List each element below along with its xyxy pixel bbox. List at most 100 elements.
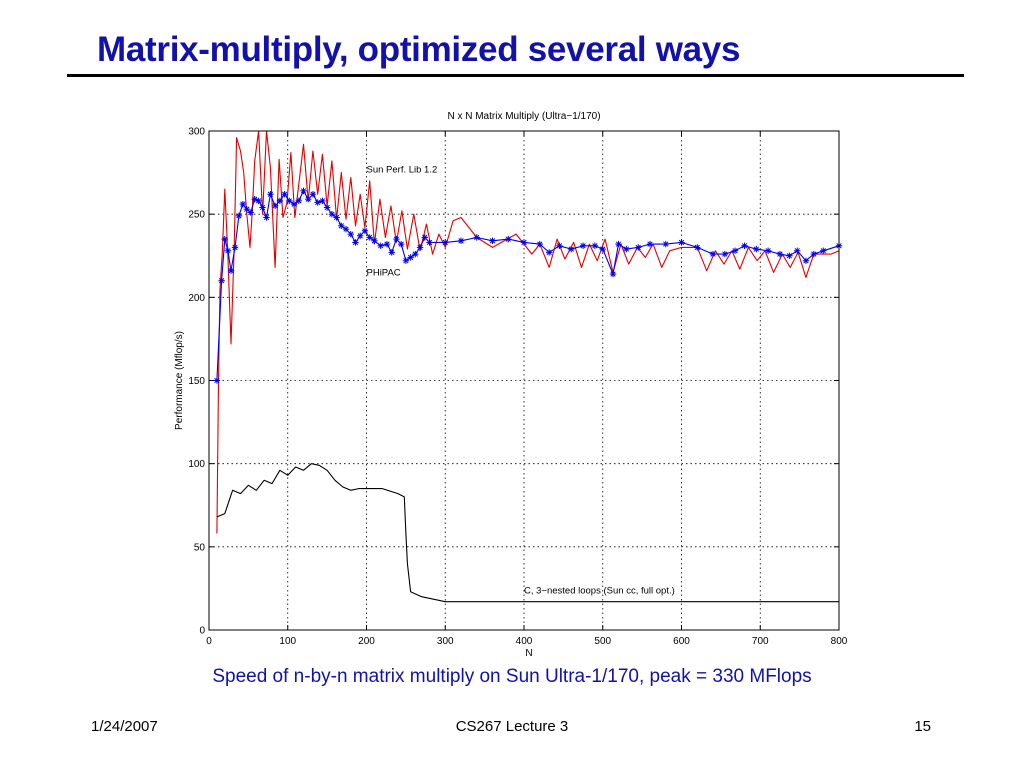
phipac-marker <box>221 235 228 243</box>
phipac-marker <box>421 234 428 241</box>
phipac-marker <box>416 244 424 251</box>
phipac-marker <box>615 240 622 248</box>
phipac-marker <box>347 230 354 238</box>
phipac-marker <box>426 239 433 246</box>
x-tick-label: 400 <box>516 636 533 647</box>
slide-title: Matrix-multiply, optimized several ways <box>97 30 741 69</box>
x-tick-label: 600 <box>673 636 690 647</box>
phipac-marker <box>357 232 364 239</box>
y-tick-label: 250 <box>188 210 205 221</box>
phipac-marker <box>314 199 321 206</box>
phipac-marker <box>213 377 221 384</box>
phipac-marker <box>786 252 793 259</box>
phipac-marker <box>489 237 496 244</box>
phipac-marker <box>623 245 630 253</box>
phipac-marker <box>393 235 400 243</box>
phipac-marker <box>721 250 729 258</box>
phipac-marker <box>442 239 449 246</box>
phipac-marker <box>731 247 739 254</box>
series-markers <box>213 187 843 384</box>
x-tick-label: 800 <box>831 636 848 647</box>
phipac-marker <box>599 245 606 253</box>
performance-chart: 0 100 200 300 400 500 600 700 800 0 50 100 150 200 250… <box>174 111 848 659</box>
phipac-marker <box>505 235 512 243</box>
phipac-marker <box>259 204 266 211</box>
phipac-marker <box>371 237 378 244</box>
x-tick-label: 100 <box>279 636 296 647</box>
phipac-marker <box>366 234 373 241</box>
y-tick-label: 150 <box>188 376 205 387</box>
phipac-marker <box>271 202 279 210</box>
phipac-marker <box>634 244 642 251</box>
phipac-marker <box>609 270 617 278</box>
phipac-marker <box>402 257 410 264</box>
phipac-marker <box>412 250 419 258</box>
footer-page-number: 15 <box>914 718 931 735</box>
phipac-marker <box>591 242 599 249</box>
phipac-marker <box>794 247 801 254</box>
sun-perf-lib-line <box>216 130 840 534</box>
phipac-marker <box>678 239 685 246</box>
phipac-marker <box>319 197 326 205</box>
phipac-marker <box>361 227 369 234</box>
y-axis-label: Performance (Mflop/s) <box>174 331 185 430</box>
phipac-marker <box>231 244 239 251</box>
phipac-marker <box>235 212 243 220</box>
phipac-marker <box>342 225 350 233</box>
phipac-marker <box>328 210 336 218</box>
sun-perf-lib-annotation: Sun Perf. Lib 1.2 <box>367 165 438 176</box>
phipac-marker <box>662 240 669 248</box>
phipac-marker <box>247 209 254 216</box>
phipac-marker <box>383 240 391 248</box>
phipac-marker <box>352 239 359 246</box>
phipac-marker <box>546 249 553 256</box>
footer-date: 1/24/2007 <box>91 718 158 735</box>
chart-container: 0 100 200 300 400 500 600 700 800 0 50 100 150 200 250… <box>160 100 860 660</box>
chart-title: N x N Matrix Multiply (Ultra−1/170) <box>447 111 600 122</box>
phipac-marker <box>290 200 298 208</box>
phipac-marker <box>568 245 575 253</box>
phipac-marker <box>276 197 284 205</box>
phipac-marker <box>305 195 312 203</box>
series-annotations: Sun Perf. Lib 1.2 PHiPAC C, 3−nested loops… <box>367 165 675 597</box>
phipac-marker <box>473 234 480 241</box>
phipac-marker <box>741 242 748 249</box>
phipac-marker <box>709 250 717 258</box>
phipac-marker <box>536 240 543 248</box>
phipac-marker <box>286 197 293 205</box>
phipac-marker <box>255 197 262 205</box>
slide-caption: Speed of n-by-n matrix multiply on Sun U… <box>212 666 812 687</box>
phipac-line <box>216 190 840 381</box>
y-tick-label: 100 <box>188 459 205 470</box>
phipac-marker <box>579 242 587 249</box>
footer-course: CS267 Lecture 3 <box>455 718 569 735</box>
phipac-marker <box>646 240 654 248</box>
title-underline <box>67 74 964 77</box>
phipac-marker <box>227 267 235 274</box>
y-tick-label: 200 <box>188 293 205 304</box>
phipac-marker <box>556 242 563 249</box>
y-tick-label: 50 <box>194 542 206 553</box>
phipac-marker <box>263 214 270 221</box>
phipac-marker <box>300 187 307 195</box>
phipac-marker <box>753 245 760 253</box>
grid-lines <box>209 131 839 630</box>
phipac-marker <box>764 247 772 254</box>
y-tick-label: 0 <box>199 626 205 637</box>
phipac-marker <box>388 249 395 256</box>
phipac-marker <box>309 191 317 198</box>
phipac-marker <box>338 222 345 230</box>
phipac-marker <box>281 191 288 198</box>
axis-ticks: 0 100 200 300 400 500 600 700 800 0 50 100 150 200 250… <box>188 127 847 648</box>
phipac-annotation: PHiPAC <box>367 268 401 279</box>
phipac-marker <box>218 277 225 284</box>
phipac-marker <box>407 254 414 261</box>
phipac-marker <box>239 200 247 208</box>
phipac-marker <box>820 247 827 254</box>
phipac-marker <box>776 250 784 258</box>
naive-c-annotation: C, 3−nested loops (Sun cc, full opt.) <box>524 585 675 596</box>
phipac-marker <box>802 257 810 264</box>
x-tick-label: 200 <box>358 636 375 647</box>
phipac-marker <box>397 240 405 248</box>
x-tick-label: 0 <box>206 636 212 647</box>
